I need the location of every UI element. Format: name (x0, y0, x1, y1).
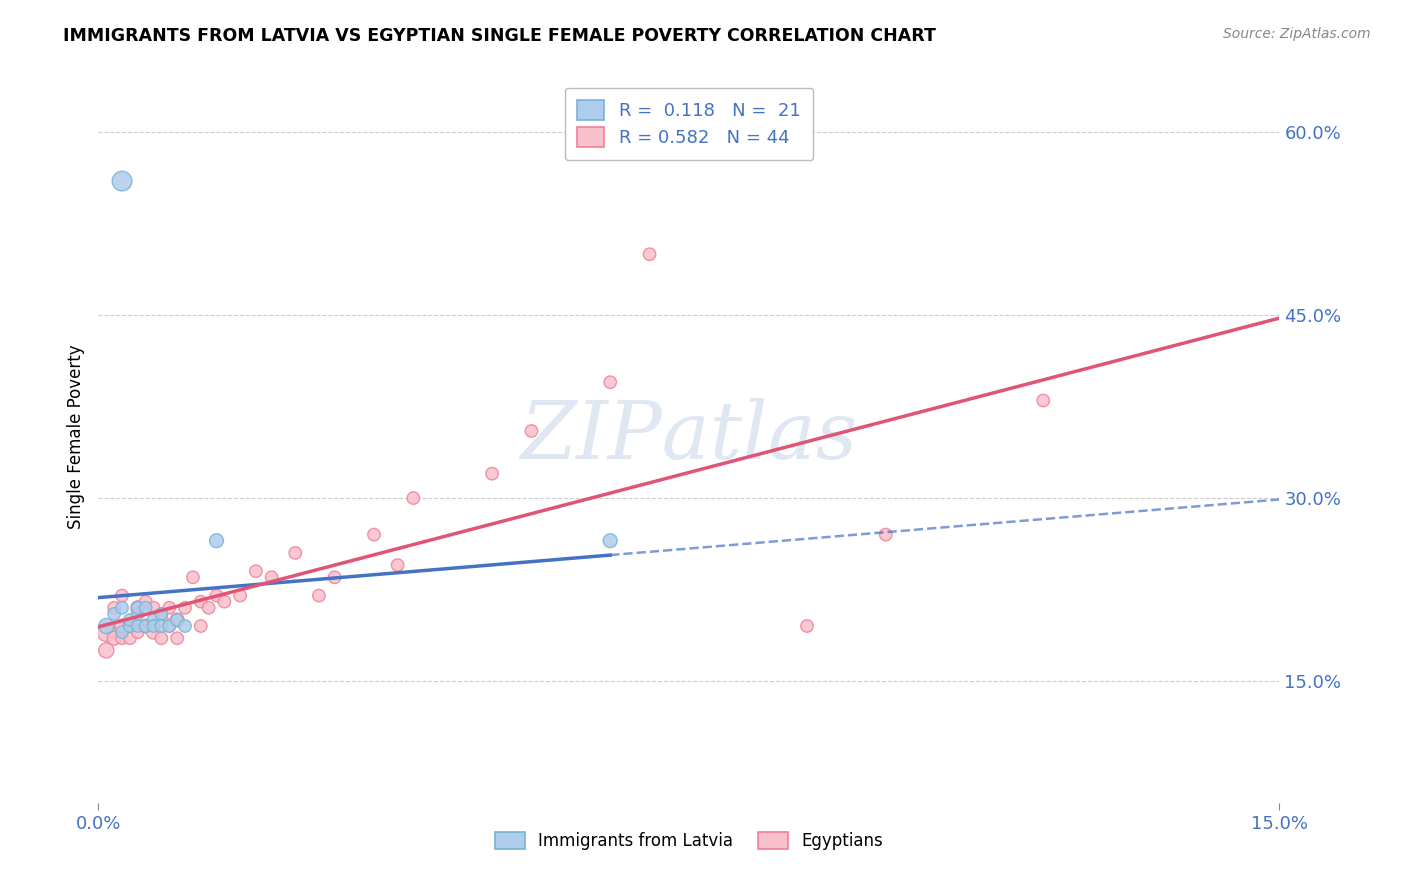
Point (135, 594, 157, 608)
Point (103, 607, 125, 621)
Point (142, 600, 165, 615)
Point (111, 619, 134, 633)
Point (174, 619, 197, 633)
Point (157, 619, 180, 633)
Point (387, 558, 409, 573)
Point (481, 467, 503, 481)
Point (308, 589, 330, 603)
Point (118, 613, 141, 627)
Point (111, 625, 134, 640)
Point (166, 632, 188, 646)
Point (190, 594, 212, 608)
Point (197, 600, 219, 615)
Text: ZIP​atlas: ZIP​atlas (520, 399, 858, 475)
Point (127, 600, 149, 615)
Point (111, 174, 134, 188)
Point (205, 589, 228, 603)
Point (96, 625, 118, 640)
Point (157, 619, 180, 633)
Point (245, 564, 267, 578)
Point (260, 570, 283, 584)
Point (118, 632, 141, 646)
Point (103, 600, 125, 615)
Text: IMMIGRANTS FROM LATVIA VS EGYPTIAN SINGLE FEMALE POVERTY CORRELATION CHART: IMMIGRANTS FROM LATVIA VS EGYPTIAN SINGL… (63, 27, 936, 45)
Point (323, 570, 346, 584)
Point (181, 570, 204, 584)
Point (142, 619, 165, 633)
Point (96, 643, 118, 657)
Point (127, 625, 149, 640)
Point (190, 619, 212, 633)
Point (150, 613, 173, 627)
Point (796, 619, 818, 633)
Point (142, 613, 165, 627)
Point (135, 619, 157, 633)
Point (103, 632, 125, 646)
Point (111, 600, 134, 615)
Point (127, 619, 149, 633)
Point (599, 375, 621, 389)
Point (875, 527, 897, 541)
Point (157, 600, 180, 615)
Point (135, 600, 157, 615)
Point (166, 613, 188, 627)
Point (174, 600, 197, 615)
Point (118, 619, 141, 633)
Point (402, 491, 425, 505)
Point (111, 589, 134, 603)
Point (520, 424, 543, 438)
Point (205, 533, 228, 548)
Point (284, 546, 307, 560)
Text: Source: ZipAtlas.com: Source: ZipAtlas.com (1223, 27, 1371, 41)
Point (599, 533, 621, 548)
Point (363, 527, 385, 541)
Point (118, 619, 141, 633)
Point (638, 247, 661, 261)
Point (135, 619, 157, 633)
Point (127, 600, 149, 615)
Point (214, 594, 236, 608)
Point (1032, 393, 1054, 408)
Point (150, 607, 173, 621)
Point (150, 619, 173, 633)
Legend: Immigrants from Latvia, Egyptians: Immigrants from Latvia, Egyptians (488, 825, 890, 856)
Point (142, 625, 165, 640)
Point (96, 619, 118, 633)
Point (166, 613, 188, 627)
Y-axis label: Single Female Poverty: Single Female Poverty (66, 345, 84, 529)
Point (229, 589, 252, 603)
Point (111, 632, 134, 646)
Point (127, 607, 149, 621)
Point (150, 632, 173, 646)
